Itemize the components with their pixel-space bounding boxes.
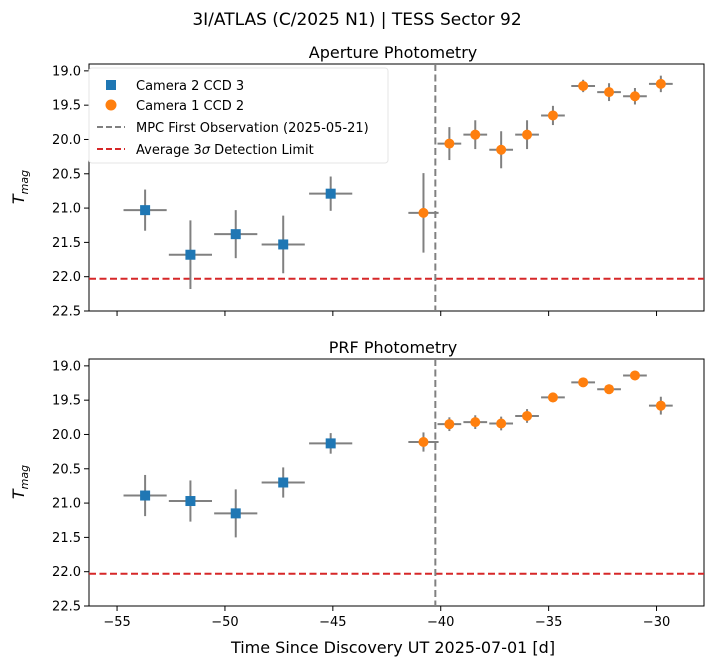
prf-ylabel-sub: mag [18, 465, 31, 489]
aperture-ytick-label: 22.0 [52, 270, 81, 285]
aperture-ylabel: Tmag [9, 170, 31, 204]
legend-label-mpc: MPC First Observation (2025-05-21) [136, 121, 369, 136]
aperture-camera2-point [185, 249, 196, 260]
prf-camera2-point [230, 508, 241, 519]
aperture-ytick-label: 22.5 [52, 305, 81, 320]
svg-text:Tmag: Tmag [9, 465, 31, 499]
aperture-camera2-point [278, 239, 289, 250]
prf-plot-area: 19.0 19.5 20.0 20.5 21.0 21.5 22.0 22.5 −55 −50 −4… [52, 358, 705, 630]
prf-ytick-label: 21.0 [52, 497, 81, 512]
prf-xtick-label: −35 [535, 615, 562, 630]
aperture-panel: Aperture Photometry Tmag 19.0 19.5 20.0 20.… [9, 43, 705, 320]
legend: Camera 2 CCD 3 Camera 1 CCD 2 MPC First … [88, 67, 389, 164]
aperture-camera1-point [629, 91, 640, 102]
prf-axes-frame [88, 358, 705, 607]
prf-camera1-point [547, 392, 558, 403]
prf-camera1-point [655, 400, 666, 411]
prf-ylabel: Tmag [9, 465, 31, 499]
prf-camera1-point [496, 418, 507, 429]
prf-ytick-label: 22.5 [52, 600, 81, 615]
prf-camera1-point [578, 377, 589, 388]
legend-label-camera2: Camera 2 CCD 3 [136, 79, 244, 94]
prf-camera1-point [629, 370, 640, 381]
prf-xtick-label: −50 [211, 615, 238, 630]
prf-ytick-label: 19.5 [52, 394, 81, 409]
legend-entry-mpc: MPC First Observation (2025-05-21) [97, 121, 369, 136]
prf-xtick-label: −30 [643, 615, 670, 630]
aperture-panel-title: Aperture Photometry [309, 43, 477, 62]
aperture-ytick-label: 21.0 [52, 202, 81, 217]
prf-camera2-point [278, 477, 289, 488]
aperture-camera2-point [230, 229, 241, 240]
aperture-ytick-label: 20.5 [52, 167, 81, 182]
prf-camera1-point [522, 410, 533, 421]
prf-xtick-label: −40 [427, 615, 454, 630]
legend-label-limit-sigma: σ [202, 143, 211, 158]
legend-marker-square [106, 80, 116, 90]
legend-frame [88, 67, 389, 164]
prf-camera2-point [185, 496, 196, 507]
aperture-ylabel-sub: mag [18, 170, 31, 194]
legend-label-limit-suffix: Detection Limit [210, 143, 314, 158]
prf-ytick-label: 21.5 [52, 531, 81, 546]
prf-ytick-label: 19.0 [52, 359, 81, 374]
aperture-ytick-label: 19.5 [52, 99, 81, 114]
aperture-camera1-point [470, 129, 481, 140]
aperture-data-layer [123, 75, 673, 290]
aperture-camera1-point [418, 207, 429, 218]
prf-xtick-label: −55 [103, 615, 130, 630]
prf-xtick-label: −45 [319, 615, 346, 630]
prf-camera2-point [325, 438, 336, 449]
legend-label-limit: Average 3 [136, 143, 202, 158]
aperture-ylabel-main: T [9, 193, 28, 204]
prf-camera1-point [418, 437, 429, 448]
aperture-camera1-point [655, 78, 666, 89]
legend-entry-camera2: Camera 2 CCD 3 [106, 79, 244, 94]
legend-label-camera1: Camera 1 CCD 2 [136, 99, 244, 114]
prf-ytick-label: 20.5 [52, 462, 81, 477]
prf-camera1-point [470, 417, 481, 428]
prf-camera1-point [444, 419, 455, 430]
aperture-camera2-point [140, 205, 151, 216]
aperture-camera1-point [547, 110, 558, 121]
prf-camera1-point [604, 384, 615, 395]
prf-camera2-point [140, 490, 151, 501]
prf-data-layer [123, 370, 673, 538]
aperture-ytick-label: 19.0 [52, 64, 81, 79]
prf-panel-title: PRF Photometry [329, 338, 457, 357]
figure-suptitle: 3I/ATLAS (C/2025 N1) | TESS Sector 92 [192, 10, 521, 30]
aperture-camera2-point [325, 188, 336, 199]
legend-entry-limit: Average 3σ Detection Limit [97, 143, 314, 158]
prf-panel: PRF Photometry Tmag 19.0 19.5 20.0 20.5 21.0… [9, 338, 705, 630]
aperture-camera1-point [522, 129, 533, 140]
legend-marker-circle [105, 99, 117, 111]
aperture-axes-frame [88, 63, 705, 312]
x-axis-label: Time Since Discovery UT 2025-07-01 [d] [230, 638, 555, 657]
legend-entry-camera1: Camera 1 CCD 2 [105, 99, 244, 114]
aperture-camera1-point [578, 80, 589, 91]
prf-ytick-label: 20.0 [52, 428, 81, 443]
aperture-ytick-label: 21.5 [52, 236, 81, 251]
aperture-ytick-label: 20.0 [52, 133, 81, 148]
aperture-camera1-point [444, 138, 455, 149]
aperture-camera1-point [604, 87, 615, 98]
svg-text:Tmag: Tmag [9, 170, 31, 204]
prf-ytick-label: 22.0 [52, 565, 81, 580]
aperture-plot-area: 19.0 19.5 20.0 20.5 21.0 21.5 22.0 22.5 [52, 63, 705, 320]
aperture-camera1-point [496, 144, 507, 155]
prf-ylabel-main: T [9, 488, 28, 499]
svg-text:Average 3σ Detection Limit: Average 3σ Detection Limit [136, 143, 314, 158]
